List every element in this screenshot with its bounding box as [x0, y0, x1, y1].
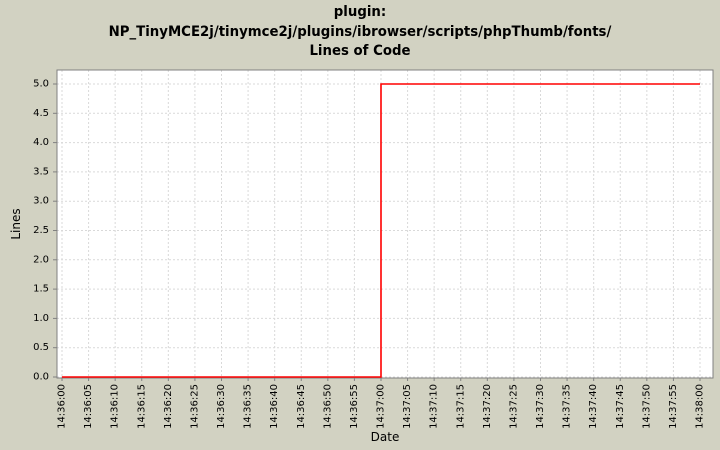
- y-tick-label: 3.5: [33, 166, 49, 177]
- x-tick-label: 14:37:00: [376, 384, 387, 429]
- chart-title-line-2: NP_TinyMCE2j/tinymce2j/plugins/ibrowser/…: [108, 23, 612, 40]
- x-tick-label: 14:37:35: [562, 384, 573, 429]
- x-tick-label: 14:37:20: [482, 384, 493, 429]
- x-tick-label: 14:37:05: [402, 384, 413, 429]
- y-tick-label: 1.0: [33, 313, 49, 324]
- y-tick-label: 0.5: [33, 342, 49, 353]
- chart-title-line-1: plugin:: [333, 4, 387, 20]
- x-tick-label: 14:36:30: [216, 384, 227, 429]
- y-axis-label: Lines: [9, 208, 23, 239]
- y-tick-label: 4.5: [33, 108, 49, 119]
- y-tick-label: 0.0: [33, 372, 49, 383]
- y-tick-label: 2.0: [33, 254, 49, 265]
- y-tick-label: 2.5: [33, 225, 49, 236]
- x-tick-label: 14:36:50: [322, 384, 333, 429]
- y-tick-label: 4.0: [33, 137, 49, 148]
- x-tick-label: 14:37:45: [615, 384, 626, 429]
- x-tick-label: 14:36:10: [110, 384, 121, 429]
- plot-outline: [56, 69, 714, 379]
- plot-area: [57, 70, 713, 378]
- x-axis-label: Date: [371, 430, 400, 444]
- x-tick-label: 14:37:40: [588, 384, 599, 429]
- x-tick-label: 14:36:40: [269, 384, 280, 429]
- x-tick-label: 14:36:20: [163, 384, 174, 429]
- x-tick-label: 14:37:30: [535, 384, 546, 429]
- y-tick-label: 5.0: [33, 79, 49, 90]
- x-tick-label: 14:37:55: [668, 384, 679, 429]
- chart-title-line-3: Lines of Code: [309, 43, 411, 59]
- x-tick-label: 14:36:55: [349, 384, 360, 429]
- x-tick-label: 14:36:25: [189, 384, 200, 429]
- x-tick-label: 14:37:50: [641, 384, 652, 429]
- y-tick-label: 3.0: [33, 196, 49, 207]
- x-tick-label: 14:36:35: [243, 384, 254, 429]
- x-tick-label: 14:36:15: [136, 384, 147, 429]
- x-tick-label: 14:38:00: [695, 384, 706, 429]
- x-tick-label: 14:36:00: [57, 384, 68, 429]
- y-tick-label: 1.5: [33, 284, 49, 295]
- x-tick-label: 14:36:05: [83, 384, 94, 429]
- chart-title: plugin: NP_TinyMCE2j/tinymce2j/plugins/i…: [18, 3, 702, 62]
- x-tick-label: 14:37:15: [455, 384, 466, 429]
- x-tick-label: 14:37:25: [508, 384, 519, 429]
- x-tick-label: 14:36:45: [296, 384, 307, 429]
- series-line: [62, 83, 700, 378]
- x-tick-label: 14:37:10: [429, 384, 440, 429]
